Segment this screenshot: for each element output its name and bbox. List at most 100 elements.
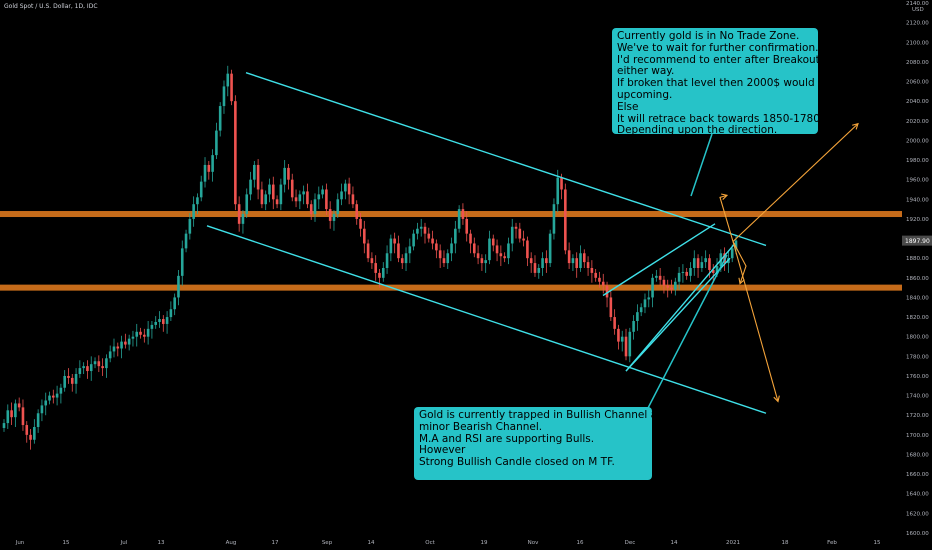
- candle-body: [473, 243, 476, 254]
- candle-body: [44, 400, 48, 406]
- candle-body: [378, 272, 381, 278]
- candle-body: [700, 262, 704, 268]
- candle-body: [677, 272, 681, 282]
- last-price-label: 1897.90: [905, 238, 930, 245]
- candle-body: [438, 250, 442, 259]
- candle-body: [541, 258, 544, 268]
- x-tick-label: 15: [63, 540, 70, 546]
- candle-body: [514, 226, 518, 229]
- y-tick-label: 1620.00: [906, 511, 929, 517]
- candle-body: [579, 253, 582, 268]
- x-tick-label: Oct: [425, 540, 435, 546]
- candle-body: [74, 374, 78, 384]
- candle-body: [249, 179, 252, 195]
- channel-line: [206, 225, 767, 414]
- candle-body: [529, 258, 533, 264]
- candle-body: [135, 331, 139, 337]
- x-tick-label: Sep: [322, 540, 333, 546]
- candle-body: [264, 194, 267, 205]
- candle-body: [124, 341, 127, 345]
- candle-body: [681, 271, 685, 273]
- y-tick-label: 1820.00: [906, 315, 929, 321]
- candle-body: [461, 209, 465, 219]
- y-tick-label: 1740.00: [906, 394, 929, 400]
- candle-body: [696, 258, 700, 268]
- note-line: upcoming.: [617, 88, 673, 101]
- candle-body: [253, 164, 256, 180]
- candle-body: [385, 253, 389, 268]
- projection-arrow: [719, 194, 734, 242]
- candle-body: [355, 204, 359, 219]
- arrow-head: [721, 193, 729, 200]
- candle-body: [359, 218, 362, 229]
- y-tick-label: 1680.00: [906, 452, 929, 458]
- candle-body: [203, 164, 207, 182]
- y-tick-label: 1780.00: [906, 354, 929, 360]
- note-line: Currently gold is in No Trade Zone.: [617, 30, 800, 42]
- candle-body: [48, 395, 51, 401]
- candle-body: [658, 275, 662, 280]
- note-line: If broken that level then 2000$ would be: [617, 77, 832, 90]
- candle-body: [412, 233, 415, 247]
- candle-body: [6, 410, 10, 424]
- resistance-zone-line: [0, 211, 902, 218]
- y-tick-label: 2080.00: [906, 60, 929, 66]
- candle-body: [605, 285, 609, 298]
- candle-body: [381, 268, 385, 278]
- candle-body: [184, 233, 188, 249]
- note-line: I'd recommend to enter after Breakout: [617, 53, 820, 66]
- candle-body: [510, 226, 514, 244]
- candle-body: [245, 194, 249, 215]
- candle-body: [63, 375, 66, 388]
- candle-body: [86, 366, 89, 372]
- projection-arrow: [732, 241, 779, 402]
- candle-body: [279, 184, 283, 205]
- annotation-no-trade-zone[interactable]: Currently gold is in No Trade Zone. We've…: [612, 28, 832, 136]
- candle-body: [10, 410, 13, 418]
- annotation-bullish-channel[interactable]: Gold is currently trapped in Bullish Cha…: [414, 407, 670, 480]
- x-tick-label: Jul: [120, 540, 128, 546]
- candle-body: [442, 258, 446, 264]
- candle-body: [302, 191, 305, 195]
- candle-body: [105, 358, 108, 369]
- arrow-head: [852, 122, 859, 130]
- y-tick-label: 1720.00: [906, 413, 929, 419]
- y-tick-label: 1940.00: [906, 197, 929, 203]
- x-tick-label: Jun: [15, 540, 25, 546]
- candle-body: [207, 164, 211, 172]
- candle-body: [632, 321, 635, 332]
- y-tick-label: 1860.00: [906, 276, 929, 282]
- x-tick-label: 2021: [726, 540, 740, 546]
- candle-body: [560, 177, 563, 190]
- candle-body: [601, 281, 605, 286]
- candle-body: [116, 346, 120, 349]
- candle-body: [708, 258, 711, 270]
- candle-body: [400, 258, 404, 264]
- candle-body: [503, 256, 506, 259]
- candle-body: [325, 189, 328, 210]
- candle-body: [188, 218, 192, 234]
- y-tick-label: 1600.00: [906, 531, 929, 537]
- note-line: We've to wait for further confirmation.: [617, 41, 819, 54]
- candle-body: [97, 361, 101, 367]
- y-tick-label: 2040.00: [906, 99, 929, 105]
- candle-body: [199, 181, 203, 198]
- candle-body: [620, 336, 624, 342]
- x-tick-label: 13: [158, 540, 165, 546]
- candle-body: [545, 258, 548, 264]
- candle-body: [78, 368, 82, 374]
- candle-body: [139, 331, 142, 335]
- projection-arrows: [647, 122, 859, 409]
- candle-body: [624, 336, 628, 357]
- channel-line: [602, 223, 716, 297]
- candle-body: [351, 194, 355, 205]
- x-tick-label: Feb: [827, 540, 837, 546]
- y-tick-label: 2140.00: [906, 1, 929, 7]
- x-tick-label: 18: [782, 540, 789, 546]
- candle-body: [260, 189, 264, 205]
- candle-body: [158, 319, 161, 322]
- candle-body: [526, 240, 529, 259]
- candle-body: [313, 199, 317, 215]
- candle-body: [131, 336, 135, 339]
